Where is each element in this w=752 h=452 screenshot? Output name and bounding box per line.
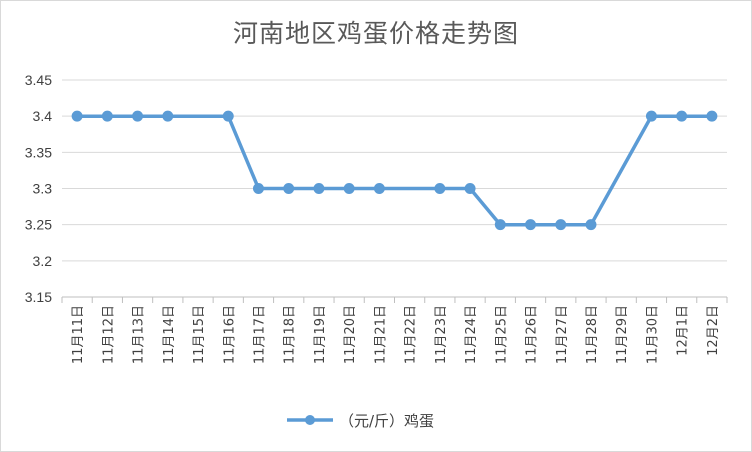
data-point <box>101 110 113 122</box>
x-tick-label: 11月11日 <box>71 305 86 364</box>
x-tick-label: 11月22日 <box>404 305 419 364</box>
y-tick-label: 3.3 <box>33 181 53 197</box>
legend-marker <box>305 415 315 425</box>
data-point <box>373 183 385 194</box>
chart-title: 河南地区鸡蛋价格走势图 <box>232 19 519 48</box>
x-tick-label: 12月2日 <box>706 305 721 356</box>
y-tick-label: 3.35 <box>25 144 52 160</box>
data-point <box>222 110 234 122</box>
data-point <box>434 183 446 194</box>
data-point <box>706 110 718 122</box>
x-tick-label: 11月30日 <box>645 305 660 364</box>
x-tick-label: 12月1日 <box>676 305 691 356</box>
data-point <box>252 183 264 194</box>
y-tick-label: 3.2 <box>33 253 53 269</box>
data-point <box>343 183 355 194</box>
x-tick-label: 11月23日 <box>434 305 449 364</box>
y-tick-label: 3.25 <box>25 217 52 233</box>
data-point <box>464 183 476 194</box>
x-tick-label: 11月13日 <box>132 305 147 364</box>
x-tick-label: 11月17日 <box>252 305 267 364</box>
x-tick-label: 11月21日 <box>373 305 388 364</box>
data-point <box>313 183 325 194</box>
x-tick-label: 11月16日 <box>222 305 237 364</box>
series-line <box>77 114 712 227</box>
x-tick-label: 11月25日 <box>494 305 509 364</box>
y-tick-label: 3.15 <box>25 289 52 305</box>
data-point <box>283 183 295 194</box>
x-tick-label: 11月24日 <box>464 305 479 364</box>
x-tick-label: 11月26日 <box>525 305 540 364</box>
legend-label: （元/斤）鸡蛋 <box>339 412 434 430</box>
data-point <box>132 110 144 122</box>
y-tick-label: 3.45 <box>25 72 52 88</box>
x-tick-label: 11月19日 <box>313 305 328 364</box>
data-point <box>555 219 567 231</box>
x-tick-label: 11月27日 <box>555 305 570 364</box>
x-tick-label: 11月20日 <box>343 305 358 364</box>
data-point <box>585 219 597 231</box>
x-tick-label: 11月14日 <box>162 305 177 364</box>
data-point <box>525 219 537 231</box>
x-tick-label: 11月28日 <box>585 305 600 364</box>
x-tick-label: 11月12日 <box>101 305 116 364</box>
data-point <box>676 110 688 122</box>
x-tick-label: 11月29日 <box>615 305 630 364</box>
data-point <box>645 110 657 122</box>
data-point <box>71 110 83 122</box>
x-tick-label: 11月18日 <box>283 305 298 364</box>
data-point <box>162 110 174 122</box>
x-tick-label: 11月15日 <box>192 305 207 364</box>
data-point <box>494 219 506 231</box>
y-tick-label: 3.4 <box>33 108 53 124</box>
